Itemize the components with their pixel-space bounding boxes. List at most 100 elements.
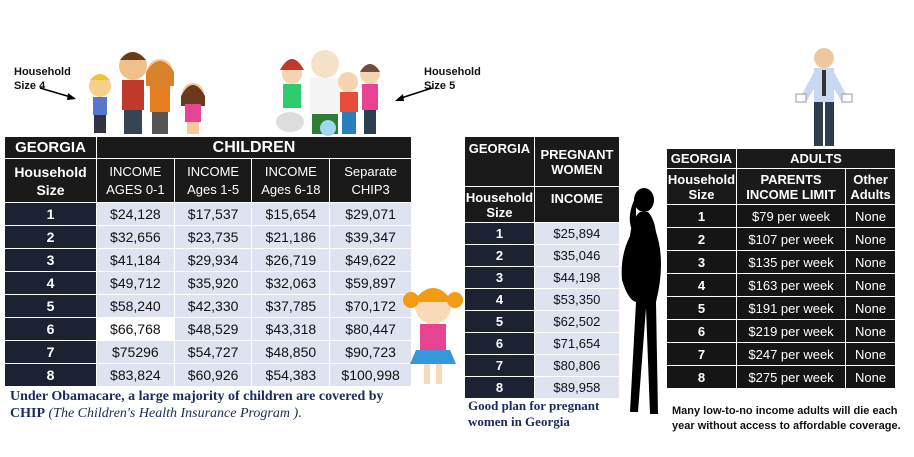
children-row-size: 5: [4, 294, 97, 318]
children-row-size: 3: [4, 248, 97, 272]
adults-row-size: 8: [666, 365, 737, 389]
children-cell: $43,318: [251, 317, 331, 341]
pregnant-row-size: 6: [464, 332, 535, 355]
adults-row-limit: $247 per week: [735, 342, 847, 366]
pregnant-table-row: 5 $62,502: [464, 310, 621, 333]
children-income-table: GEORGIA CHILDREN Household Size INCOME A…: [4, 136, 413, 387]
adults-row-other: None: [845, 296, 896, 320]
pregnant-row-income: $35,046: [533, 244, 621, 267]
adults-row-size: 4: [666, 273, 737, 297]
children-cell: $49,712: [95, 271, 175, 295]
children-cell: $23,735: [173, 225, 253, 249]
children-cell: $35,920: [173, 271, 253, 295]
children-row-size: 1: [4, 202, 97, 226]
adults-row-other: None: [845, 365, 896, 389]
pregnant-size-header: Household Size: [464, 186, 535, 223]
pregnant-table-row: 3 $44,198: [464, 266, 621, 289]
children-size-header: Household Size: [4, 158, 97, 203]
pregnant-table-row: 4 $53,350: [464, 288, 621, 311]
cartoon-family-size-4-image: [89, 52, 205, 134]
children-table-row: 5 $58,240 $42,330 $37,785 $70,172: [4, 294, 412, 318]
pregnant-row-size: 3: [464, 266, 535, 289]
children-cell: $60,926: [173, 363, 253, 387]
pregnant-row-size: 1: [464, 222, 535, 245]
children-col-header-3: Separate CHIP3: [329, 158, 412, 203]
arrow-left-icon: [39, 87, 76, 100]
children-row-size: 4: [4, 271, 97, 295]
adults-other-header: Other Adults: [845, 168, 896, 205]
adults-row-other: None: [845, 342, 896, 366]
pregnant-caption: Good plan for pregnant women in Georgia: [468, 398, 600, 429]
pregnant-woman-silhouette-image: [621, 188, 661, 414]
children-cell: $75296: [95, 340, 175, 364]
children-cell: $29,934: [173, 248, 253, 272]
children-row-size: 2: [4, 225, 97, 249]
pregnant-row-size: 5: [464, 310, 535, 333]
adults-row-other: None: [845, 273, 896, 297]
children-cell: $58,240: [95, 294, 175, 318]
adults-table-row: 8 $275 per week None: [666, 365, 896, 389]
adults-row-size: 5: [666, 296, 737, 320]
children-cell: $54,727: [173, 340, 253, 364]
pregnant-table-row: 2 $35,046: [464, 244, 621, 267]
children-col-header-1: INCOME Ages 1-5: [173, 158, 253, 203]
adults-table-row: 1 $79 per week None: [666, 204, 896, 228]
adults-income-table: GEORGIA ADULTS Household Size PARENTS IN…: [666, 148, 897, 389]
adults-row-size: 7: [666, 342, 737, 366]
children-table-row: 1 $24,128 $17,537 $15,654 $29,071: [4, 202, 412, 226]
adults-table-row: 5 $191 per week None: [666, 296, 896, 320]
adults-row-limit: $135 per week: [735, 250, 847, 274]
children-col-header-2: INCOME Ages 6-18: [251, 158, 331, 203]
children-state-header: GEORGIA: [4, 136, 97, 159]
children-cell: $48,529: [173, 317, 253, 341]
children-row-size: 8: [4, 363, 97, 387]
pregnant-row-income: $89,958: [533, 376, 621, 399]
adults-limit-header: PARENTS INCOME LIMIT: [735, 168, 847, 205]
pregnant-row-income: $62,502: [533, 310, 621, 333]
children-cell: $29,071: [329, 202, 412, 226]
pregnant-group-header: PREGNANT WOMEN: [533, 136, 621, 187]
pregnant-row-size: 4: [464, 288, 535, 311]
adults-table-row: 6 $219 per week None: [666, 319, 896, 343]
pregnant-row-income: $71,654: [533, 332, 621, 355]
children-cell: $49,622: [329, 248, 412, 272]
adults-row-size: 6: [666, 319, 737, 343]
adults-row-limit: $79 per week: [735, 204, 847, 228]
children-row-size: 6: [4, 317, 97, 341]
adults-row-size: 3: [666, 250, 737, 274]
children-table-row: 4 $49,712 $35,920 $32,063 $59,897: [4, 271, 412, 295]
children-cell: $70,172: [329, 294, 412, 318]
children-caption-end: .: [298, 406, 302, 421]
adults-state-header: GEORGIA: [666, 148, 737, 169]
children-caption: Under Obamacare, a large majority of chi…: [10, 388, 410, 422]
children-caption-bold: Under Obamacare, a large majority of chi…: [10, 389, 384, 421]
children-cell: $32,656: [95, 225, 175, 249]
cartoon-family-size-5-image: [276, 50, 380, 136]
children-cell: $48,850: [251, 340, 331, 364]
adults-row-limit: $107 per week: [735, 227, 847, 251]
adults-row-limit: $163 per week: [735, 273, 847, 297]
pregnant-row-income: $25,894: [533, 222, 621, 245]
adults-row-other: None: [845, 250, 896, 274]
adults-table-row: 7 $247 per week None: [666, 342, 896, 366]
children-cell: $24,128: [95, 202, 175, 226]
children-cell: $59,897: [329, 271, 412, 295]
children-cell: $54,383: [251, 363, 331, 387]
cartoon-girl-image: [403, 288, 463, 384]
pregnant-table-row: 1 $25,894: [464, 222, 621, 245]
children-cell: $39,347: [329, 225, 412, 249]
arrow-right-icon: [395, 87, 433, 101]
adults-row-other: None: [845, 227, 896, 251]
children-cell: $100,998: [329, 363, 412, 387]
adults-row-limit: $275 per week: [735, 365, 847, 389]
children-caption-italic: (The Children's Health Insurance Program…: [48, 406, 299, 421]
pregnant-row-size: 8: [464, 376, 535, 399]
children-row-size: 7: [4, 340, 97, 364]
children-cell: $21,186: [251, 225, 331, 249]
adults-row-other: None: [845, 204, 896, 228]
man-empty-pockets-image: [795, 48, 853, 146]
pregnant-row-income: $44,198: [533, 266, 621, 289]
adults-table-row: 2 $107 per week None: [666, 227, 896, 251]
children-cell: $32,063: [251, 271, 331, 295]
adults-row-limit: $219 per week: [735, 319, 847, 343]
